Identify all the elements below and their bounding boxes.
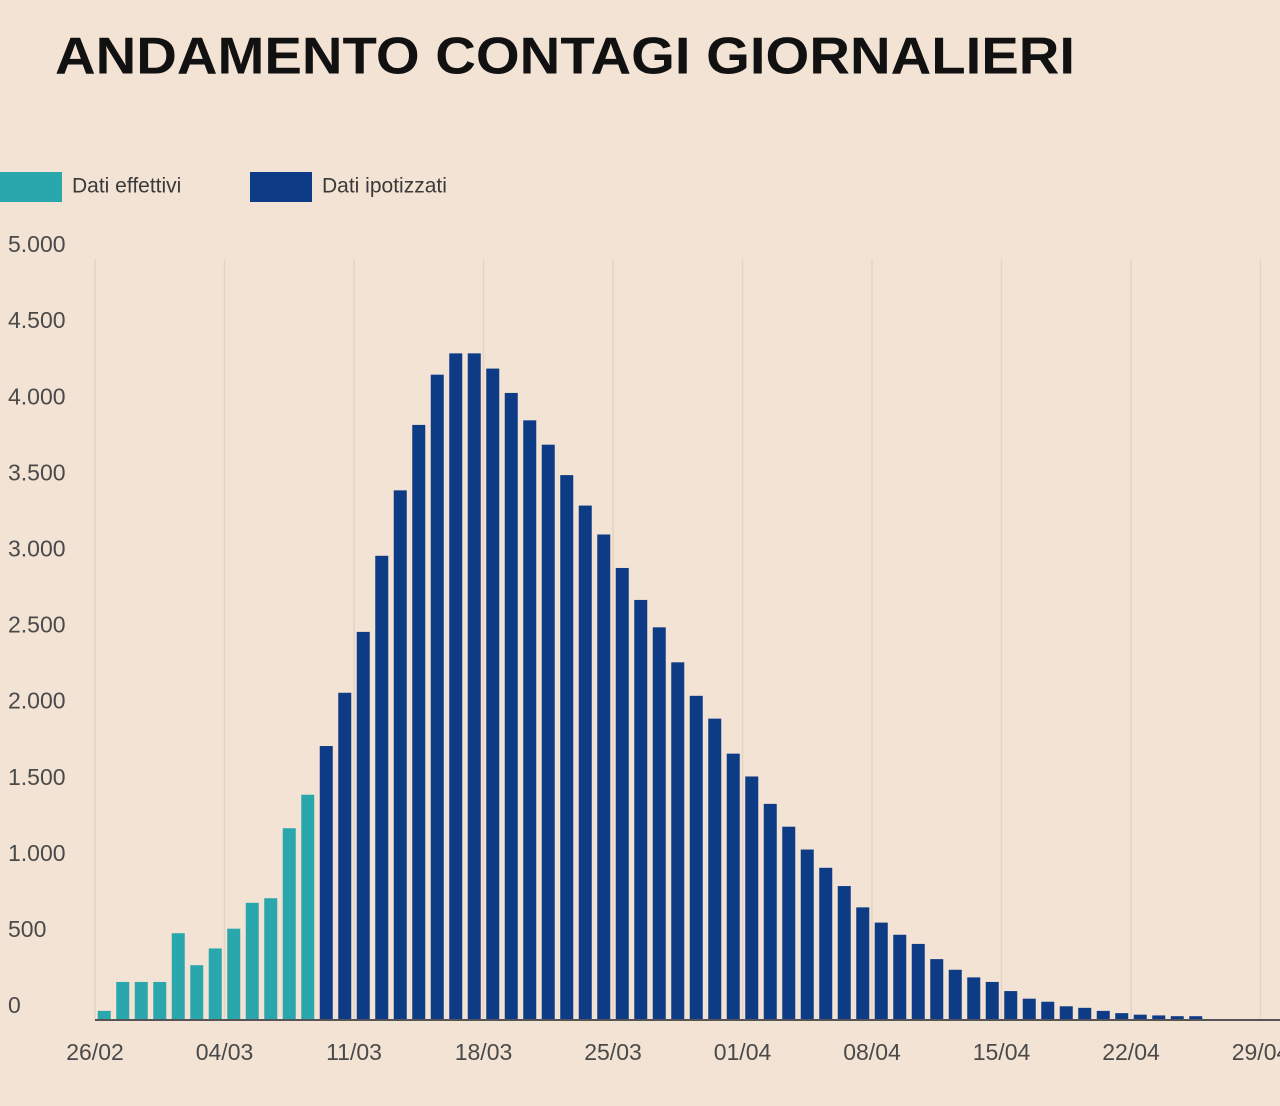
x-tick-label: 04/03 xyxy=(196,1039,254,1065)
bar xyxy=(874,922,888,1020)
bar xyxy=(560,475,574,1020)
bar xyxy=(819,867,833,1020)
bar xyxy=(930,959,944,1020)
bar xyxy=(1133,1014,1147,1020)
bar xyxy=(856,907,870,1020)
bar xyxy=(671,662,685,1020)
bar xyxy=(652,627,666,1020)
legend-label: Dati effettivi xyxy=(72,175,181,198)
x-tick-label: 11/03 xyxy=(326,1039,382,1065)
bar xyxy=(264,898,278,1020)
y-tick-label: 3.000 xyxy=(8,535,66,561)
x-tick-label: 15/04 xyxy=(973,1039,1031,1065)
bar xyxy=(893,934,907,1020)
bar xyxy=(412,424,426,1020)
x-tick-label: 26/02 xyxy=(66,1039,124,1065)
bar xyxy=(523,420,537,1020)
bar xyxy=(1170,1016,1184,1020)
y-tick-label: 2.500 xyxy=(8,612,66,638)
y-tick-label: 500 xyxy=(8,916,46,942)
bar xyxy=(393,490,407,1020)
bar xyxy=(430,374,444,1020)
bar xyxy=(985,981,999,1020)
bar xyxy=(967,977,981,1020)
legend-swatch xyxy=(250,172,312,202)
y-tick-label: 5.000 xyxy=(8,231,66,257)
bar xyxy=(763,803,777,1020)
y-tick-label: 4.000 xyxy=(8,383,66,409)
bar xyxy=(190,965,204,1020)
bar xyxy=(97,1010,111,1020)
bar xyxy=(1115,1013,1129,1020)
bar xyxy=(1041,1001,1055,1020)
bar xyxy=(634,599,648,1020)
bar xyxy=(615,567,629,1020)
x-tick-label: 18/03 xyxy=(455,1039,513,1065)
chart-title: ANDAMENTO CONTAGI GIORNALIERI xyxy=(55,28,1075,86)
bar xyxy=(245,902,259,1020)
bar xyxy=(1152,1015,1166,1020)
x-tick-label: 08/04 xyxy=(843,1039,901,1065)
bar xyxy=(449,353,463,1020)
x-tick-label: 29/04 xyxy=(1232,1039,1280,1065)
bar xyxy=(782,826,796,1020)
bar xyxy=(319,746,333,1020)
bar xyxy=(1096,1010,1110,1020)
bar xyxy=(467,353,481,1020)
y-tick-label: 3.500 xyxy=(8,459,66,485)
bar xyxy=(837,886,851,1020)
bar xyxy=(504,392,518,1020)
x-tick-label: 01/04 xyxy=(714,1039,772,1065)
bar xyxy=(911,943,925,1020)
y-tick-label: 1.000 xyxy=(8,840,66,866)
bar xyxy=(541,444,555,1021)
bar xyxy=(708,718,722,1020)
bar xyxy=(227,928,241,1020)
bar xyxy=(578,505,592,1021)
bar xyxy=(356,631,370,1020)
bar xyxy=(153,981,167,1020)
legend-swatch xyxy=(0,172,62,202)
bar xyxy=(486,368,500,1021)
bar xyxy=(597,534,611,1020)
bar xyxy=(301,794,315,1020)
bar xyxy=(134,981,148,1020)
x-tick-label: 25/03 xyxy=(584,1039,642,1065)
x-tick-label: 22/04 xyxy=(1102,1039,1160,1065)
bar xyxy=(1078,1007,1092,1020)
bar xyxy=(375,555,389,1020)
bar xyxy=(689,695,703,1020)
bar xyxy=(338,692,352,1020)
y-tick-label: 2.000 xyxy=(8,688,66,714)
y-tick-label: 0 xyxy=(8,992,21,1018)
bar xyxy=(745,776,759,1020)
bar xyxy=(1022,998,1036,1020)
bar xyxy=(1059,1006,1073,1020)
bar xyxy=(726,753,740,1020)
bar xyxy=(116,981,130,1020)
bar xyxy=(1004,991,1018,1020)
y-tick-label: 4.500 xyxy=(8,307,66,333)
legend-label: Dati ipotizzati xyxy=(322,175,447,198)
bar xyxy=(282,828,296,1020)
bar xyxy=(800,849,814,1020)
bar xyxy=(171,933,185,1020)
bar xyxy=(1189,1016,1203,1020)
y-tick-label: 1.500 xyxy=(8,764,66,790)
bar xyxy=(948,969,962,1020)
bar xyxy=(208,948,222,1020)
